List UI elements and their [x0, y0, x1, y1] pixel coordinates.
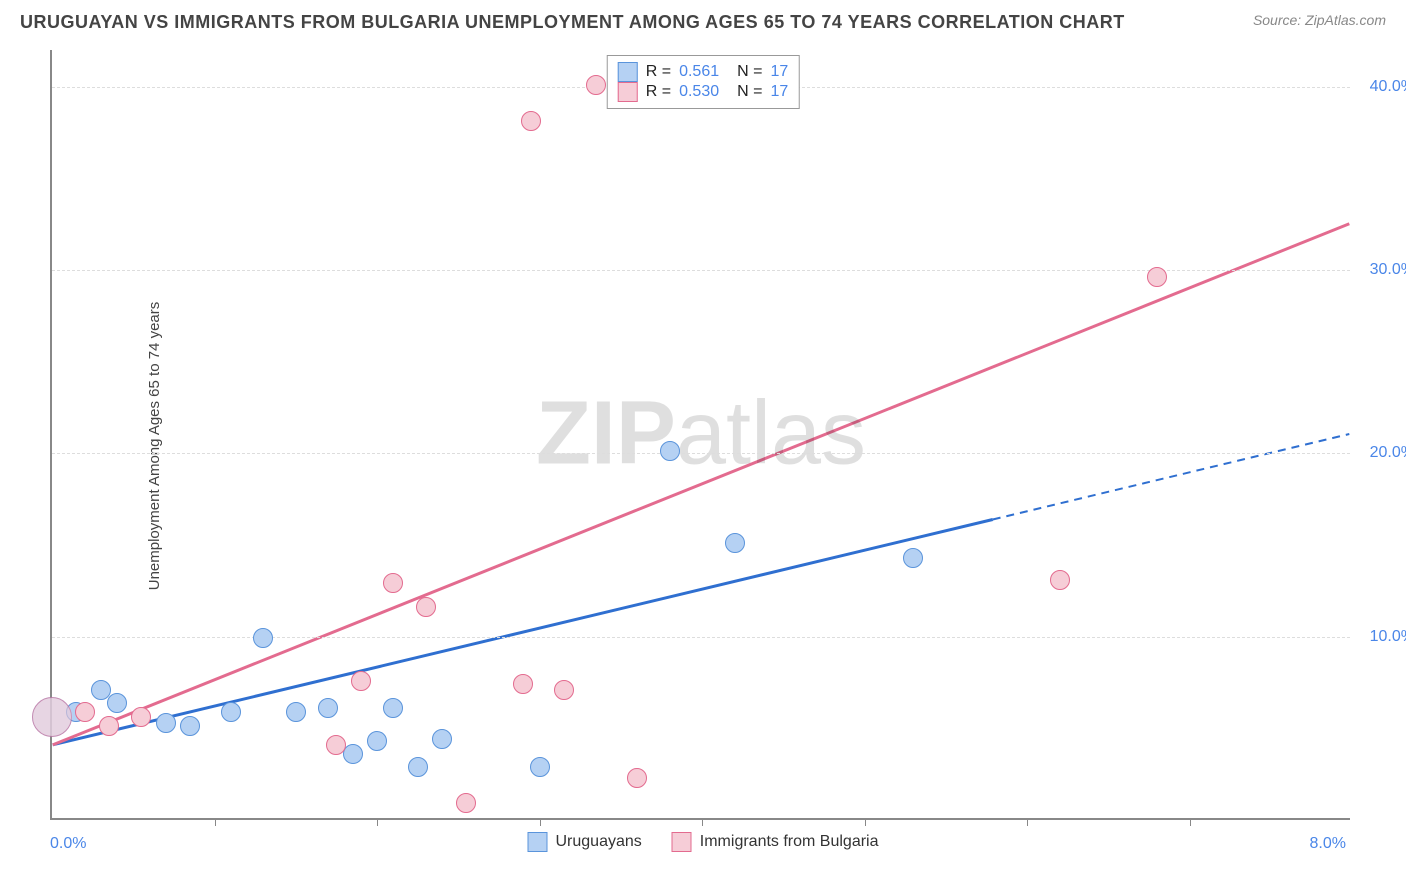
scatter-point	[1050, 570, 1070, 590]
source-attribution: Source: ZipAtlas.com	[1253, 12, 1386, 28]
legend-series-item: Immigrants from Bulgaria	[672, 832, 879, 852]
legend-series-label: Immigrants from Bulgaria	[700, 833, 879, 851]
watermark: ZIPatlas	[536, 383, 866, 486]
chart-plot-area: ZIPatlas 10.0%20.0%30.0%40.0%	[50, 50, 1350, 820]
scatter-point	[326, 735, 346, 755]
r-value: 0.561	[679, 63, 719, 81]
n-value: 17	[770, 63, 788, 81]
legend-swatch	[618, 82, 638, 102]
x-axis-min-label: 0.0%	[50, 835, 86, 853]
x-tick	[702, 818, 703, 826]
scatter-point	[432, 729, 452, 749]
watermark-part2: atlas	[676, 384, 866, 484]
n-label: N =	[737, 83, 762, 101]
scatter-point	[286, 702, 306, 722]
legend-correlation-row: R = 0.530 N = 17	[618, 82, 789, 102]
scatter-point	[408, 757, 428, 777]
legend-series: Uruguayans Immigrants from Bulgaria	[528, 832, 879, 852]
legend-series-label: Uruguayans	[556, 833, 642, 851]
x-tick	[377, 818, 378, 826]
scatter-point	[180, 716, 200, 736]
scatter-point	[1147, 267, 1167, 287]
x-tick	[1190, 818, 1191, 826]
scatter-point	[383, 573, 403, 593]
legend-correlation: R = 0.561 N = 17 R = 0.530 N = 17	[607, 55, 800, 109]
legend-correlation-row: R = 0.561 N = 17	[618, 62, 789, 82]
scatter-point	[318, 698, 338, 718]
y-tick-label: 10.0%	[1370, 628, 1406, 646]
x-tick	[540, 818, 541, 826]
scatter-point	[32, 697, 72, 737]
scatter-point	[131, 707, 151, 727]
scatter-point	[75, 702, 95, 722]
scatter-point	[903, 548, 923, 568]
scatter-point	[530, 757, 550, 777]
gridline	[52, 453, 1350, 454]
r-label: R =	[646, 83, 671, 101]
x-tick	[1027, 818, 1028, 826]
n-value: 17	[770, 83, 788, 101]
y-tick-label: 20.0%	[1370, 444, 1406, 462]
scatter-point	[456, 793, 476, 813]
gridline	[52, 637, 1350, 638]
x-axis-max-label: 8.0%	[1310, 835, 1346, 853]
legend-swatch	[528, 832, 548, 852]
scatter-point	[107, 693, 127, 713]
legend-swatch	[618, 62, 638, 82]
chart-title: URUGUAYAN VS IMMIGRANTS FROM BULGARIA UN…	[20, 12, 1125, 33]
trend-lines-svg	[52, 50, 1350, 818]
x-tick	[865, 818, 866, 826]
n-label: N =	[737, 63, 762, 81]
legend-swatch	[672, 832, 692, 852]
legend-series-item: Uruguayans	[528, 832, 642, 852]
scatter-point	[367, 731, 387, 751]
scatter-point	[586, 75, 606, 95]
scatter-point	[554, 680, 574, 700]
r-label: R =	[646, 63, 671, 81]
scatter-point	[725, 533, 745, 553]
scatter-point	[383, 698, 403, 718]
scatter-point	[99, 716, 119, 736]
scatter-point	[660, 441, 680, 461]
scatter-point	[156, 713, 176, 733]
scatter-point	[513, 674, 533, 694]
x-tick	[215, 818, 216, 826]
y-tick-label: 40.0%	[1370, 78, 1406, 96]
y-tick-label: 30.0%	[1370, 261, 1406, 279]
scatter-point	[221, 702, 241, 722]
scatter-point	[416, 597, 436, 617]
scatter-point	[253, 628, 273, 648]
scatter-point	[627, 768, 647, 788]
r-value: 0.530	[679, 83, 719, 101]
scatter-point	[351, 671, 371, 691]
watermark-part1: ZIP	[536, 384, 676, 484]
scatter-point	[521, 111, 541, 131]
